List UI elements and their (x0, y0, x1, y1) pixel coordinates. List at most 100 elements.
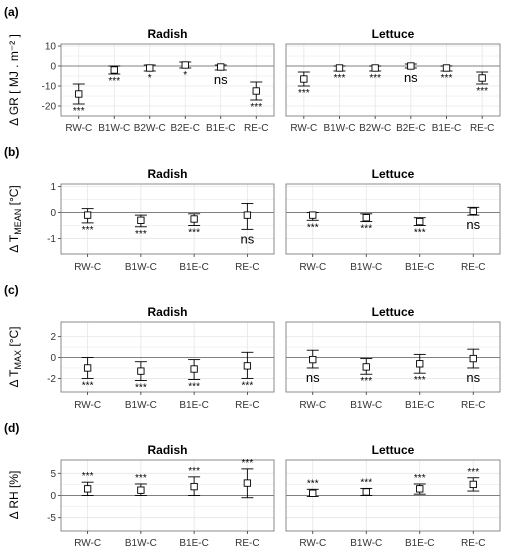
mean-marker (190, 482, 198, 491)
x-tick-label: B1W-C (350, 400, 382, 411)
y-tick-label: 0 (50, 353, 56, 364)
data-point: *** (360, 358, 373, 387)
mean-marker (362, 363, 370, 371)
significance-label: ns (404, 70, 418, 85)
y-tick-label: -1 (47, 234, 56, 245)
mean-marker (243, 211, 252, 219)
y-tick-label: -5 (47, 513, 56, 524)
x-tick-label: RE-C (470, 123, 494, 134)
x-tick-label: RE-C (461, 400, 485, 411)
significance-label: ns (466, 217, 480, 232)
x-tick-label: B1E-C (179, 262, 208, 273)
data-point: *** (476, 71, 489, 97)
data-point: *** (306, 478, 319, 497)
x-tick-label: RE-C (235, 538, 259, 549)
x-tick-label: B1W-C (125, 538, 157, 549)
mean-marker (407, 62, 415, 70)
x-tick-label: RE-C (244, 123, 268, 134)
mean-marker (362, 488, 370, 496)
x-tick-label: RE-C (461, 262, 485, 273)
significance-label: *** (82, 225, 94, 236)
y-tick-label: 0 (50, 208, 56, 219)
mean-marker (110, 66, 118, 74)
data-point: *** (306, 211, 319, 233)
significance-label: ns (466, 370, 480, 385)
mean-marker (416, 485, 424, 493)
facet-title: Lettuce (372, 27, 415, 41)
data-point: *** (333, 64, 346, 84)
data-point: *** (134, 473, 147, 496)
x-tick-label: RW-C (74, 262, 101, 273)
mean-marker (146, 64, 154, 72)
mean-marker (442, 64, 451, 72)
x-tick-label: B1W-C (125, 262, 157, 273)
significance-label: *** (414, 473, 426, 484)
data-point: *** (188, 359, 201, 392)
mean-marker (243, 362, 252, 370)
significance-label: *** (360, 376, 372, 387)
mean-marker (252, 87, 260, 95)
y-tick-label: 5 (50, 469, 56, 480)
significance-label: ns (241, 231, 255, 246)
x-tick-label: B1E-C (179, 538, 208, 549)
significance-label: *** (360, 477, 372, 488)
data-point: * (143, 64, 156, 84)
data-point: ns (241, 202, 255, 246)
y-tick-label: 0 (50, 491, 56, 502)
data-point: *** (440, 64, 453, 84)
facet-title: Lettuce (372, 443, 415, 457)
mean-marker (190, 365, 198, 373)
mean-marker (217, 63, 225, 71)
facet-title: Radish (147, 305, 187, 319)
data-point: ns (404, 62, 418, 85)
panel-border (285, 459, 501, 532)
x-tick-label: RE-C (461, 538, 485, 549)
data-point: *** (250, 81, 263, 113)
mean-marker (309, 489, 317, 497)
x-tick-label: B1E-C (179, 400, 208, 411)
data-point: ns (466, 206, 481, 232)
data-point: ns (466, 348, 481, 385)
y-tick-label: 2 (50, 332, 56, 343)
significance-label: *** (476, 86, 488, 97)
facet-title: Lettuce (372, 305, 415, 319)
significance-label: ns (214, 72, 228, 87)
y-axis-label: Δ RH [%] (7, 471, 21, 520)
facet-title: Radish (147, 27, 187, 41)
x-tick-label: B2E-C (396, 123, 425, 134)
x-tick-label: B1E-C (206, 123, 235, 134)
significance-label: *** (298, 88, 310, 99)
mean-marker (478, 74, 486, 82)
significance-label: *** (369, 73, 381, 84)
x-tick-label: RE-C (235, 400, 259, 411)
x-tick-label: B1E-C (405, 400, 434, 411)
data-point: *** (413, 353, 426, 386)
significance-label: *** (82, 471, 94, 482)
panel-border (285, 43, 501, 117)
panel-border (60, 459, 275, 532)
mean-marker (362, 214, 370, 222)
data-point: *** (188, 213, 201, 238)
x-tick-label: RW-C (74, 400, 101, 411)
significance-label: *** (73, 106, 85, 117)
panel-border (60, 321, 275, 393)
significance-label: *** (250, 102, 262, 113)
x-tick-label: B2E-C (171, 123, 200, 134)
y-tick-label: -10 (42, 82, 57, 93)
significance-label: *** (135, 473, 147, 484)
x-tick-label: B1W-C (125, 400, 157, 411)
panel-label: (b) (4, 145, 19, 159)
panel-border (285, 321, 501, 393)
data-point: *** (467, 467, 480, 492)
y-axis-label: Δ TMAX [°C] (7, 326, 23, 387)
significance-label: *** (242, 458, 254, 469)
panel-label: (a) (4, 5, 19, 19)
facet-title: Radish (147, 167, 187, 181)
x-tick-label: RW-C (74, 538, 101, 549)
x-tick-label: B2W-C (134, 123, 166, 134)
significance-label: *** (188, 227, 200, 238)
data-point: *** (360, 213, 373, 235)
mean-marker (137, 486, 145, 494)
significance-label: *** (188, 381, 200, 392)
